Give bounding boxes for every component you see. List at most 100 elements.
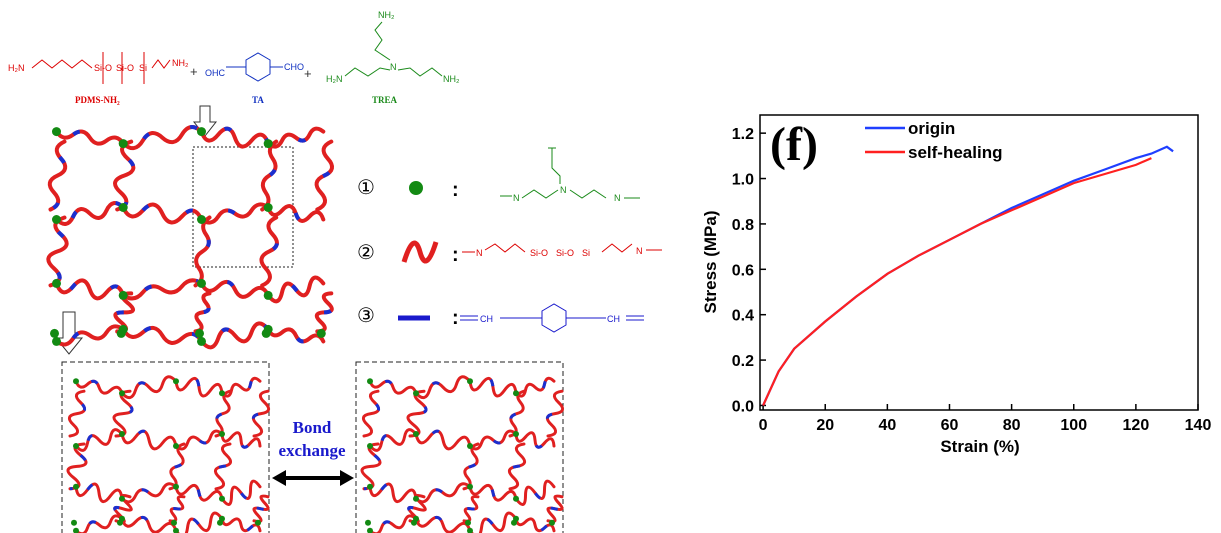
crosslink bbox=[467, 527, 473, 533]
data-line bbox=[762, 145, 1174, 406]
crosslink bbox=[219, 495, 225, 502]
polymer-chain bbox=[120, 515, 178, 533]
chain bbox=[569, 189, 607, 199]
label: TREA bbox=[372, 95, 398, 105]
network-box bbox=[355, 361, 564, 533]
y-tick-label: 0.8 bbox=[732, 217, 754, 234]
polymer-chain bbox=[66, 442, 88, 491]
ta-link bbox=[463, 495, 479, 523]
polymer-chain bbox=[193, 215, 212, 288]
ta-link bbox=[121, 202, 204, 225]
polymer-chain bbox=[414, 375, 472, 400]
polymer-chain bbox=[545, 389, 565, 438]
group: H₂N bbox=[8, 63, 25, 73]
group: N bbox=[513, 193, 520, 203]
y-tick-label: 0.2 bbox=[732, 353, 754, 370]
marker: ② bbox=[357, 242, 375, 264]
separator: : bbox=[452, 307, 459, 329]
crosslink bbox=[52, 278, 61, 288]
group: N bbox=[636, 246, 643, 256]
crosslink bbox=[467, 378, 473, 385]
polymer-chain bbox=[120, 482, 178, 504]
polymer-chain bbox=[414, 429, 472, 451]
polymer-chain bbox=[112, 389, 134, 438]
ta-link bbox=[463, 442, 479, 491]
crosslink bbox=[52, 215, 61, 224]
plot-frame bbox=[759, 114, 1199, 411]
crosslink bbox=[217, 519, 223, 526]
crosslink bbox=[413, 390, 419, 397]
polymer-chain bbox=[368, 514, 418, 533]
polymer-chain bbox=[361, 389, 381, 438]
x-tick-label: 0 bbox=[759, 417, 768, 434]
crosslink bbox=[73, 378, 79, 385]
marker: ③ bbox=[357, 305, 375, 327]
polymer-chain bbox=[193, 291, 212, 334]
polymer-chain bbox=[174, 511, 224, 533]
crosslink bbox=[50, 328, 59, 338]
polymer-chain bbox=[266, 327, 326, 344]
polymer-chain bbox=[74, 482, 124, 504]
polymer-chain bbox=[199, 279, 271, 299]
ta-link bbox=[252, 494, 270, 524]
arrow-head bbox=[340, 470, 354, 486]
ring bbox=[245, 52, 271, 82]
label: PDMS-NH₂ bbox=[75, 95, 120, 105]
polymer-chain bbox=[514, 517, 556, 533]
chain bbox=[397, 67, 443, 77]
crosslink bbox=[367, 483, 373, 490]
crosslink bbox=[52, 336, 61, 346]
crosslink bbox=[261, 328, 271, 338]
polymer-chain bbox=[47, 139, 68, 212]
polymer-chain bbox=[260, 139, 279, 212]
group: N bbox=[390, 62, 397, 72]
scheme: H₂N Si-O Si-O Si NH₂ PDMS-NH₂ + OHC CHO … bbox=[8, 10, 662, 533]
crosslink bbox=[219, 431, 225, 437]
crosslink bbox=[118, 290, 128, 300]
polymer-chain bbox=[74, 514, 124, 533]
crosslink bbox=[511, 519, 517, 526]
polymer-chain bbox=[360, 442, 382, 491]
ta-link bbox=[169, 442, 185, 491]
polymer-chain bbox=[468, 429, 518, 451]
polymer-chain bbox=[266, 126, 326, 149]
group: NH₂ bbox=[378, 10, 395, 20]
polymer-chain bbox=[214, 389, 232, 438]
crosslink bbox=[71, 519, 77, 526]
chain bbox=[521, 189, 559, 199]
crosslink bbox=[316, 328, 326, 338]
x-tick-label: 80 bbox=[1003, 417, 1021, 434]
crosslink bbox=[367, 378, 373, 385]
polymer-chain bbox=[368, 428, 418, 452]
crosslink bbox=[365, 519, 371, 526]
crosslink bbox=[173, 527, 179, 533]
crosslink bbox=[513, 390, 519, 397]
crosslink bbox=[367, 443, 373, 449]
crosslink bbox=[197, 278, 206, 288]
crosslink bbox=[367, 527, 373, 533]
ta-link bbox=[174, 483, 224, 502]
chart: (f) Strain (%) Stress (MPa) 0.0 0.2 0.4 0.6… bbox=[701, 114, 1212, 456]
legend-label: origin bbox=[908, 119, 955, 138]
polymer-chain bbox=[74, 428, 124, 452]
polymer-chain bbox=[67, 389, 87, 438]
separator: : bbox=[452, 244, 459, 266]
crosslink bbox=[197, 336, 206, 346]
crosslink bbox=[117, 519, 123, 526]
ta-link bbox=[46, 215, 69, 288]
polymer-chain bbox=[220, 479, 262, 506]
x-tick-label: 140 bbox=[1185, 417, 1212, 434]
polymer-chain bbox=[220, 517, 262, 533]
group: Si bbox=[139, 63, 147, 73]
polymer-chain bbox=[54, 129, 126, 146]
ta-link bbox=[546, 494, 564, 524]
group: CHO bbox=[284, 62, 304, 72]
group: Si-O bbox=[94, 63, 112, 73]
chart-title: (f) bbox=[770, 118, 818, 171]
crosslink bbox=[513, 431, 519, 437]
crosslink bbox=[263, 290, 273, 300]
y-tick-label: 0.6 bbox=[732, 262, 754, 279]
group: Si-O bbox=[530, 248, 548, 258]
polymer-chain bbox=[174, 429, 224, 451]
x-tick-label: 40 bbox=[878, 417, 896, 434]
